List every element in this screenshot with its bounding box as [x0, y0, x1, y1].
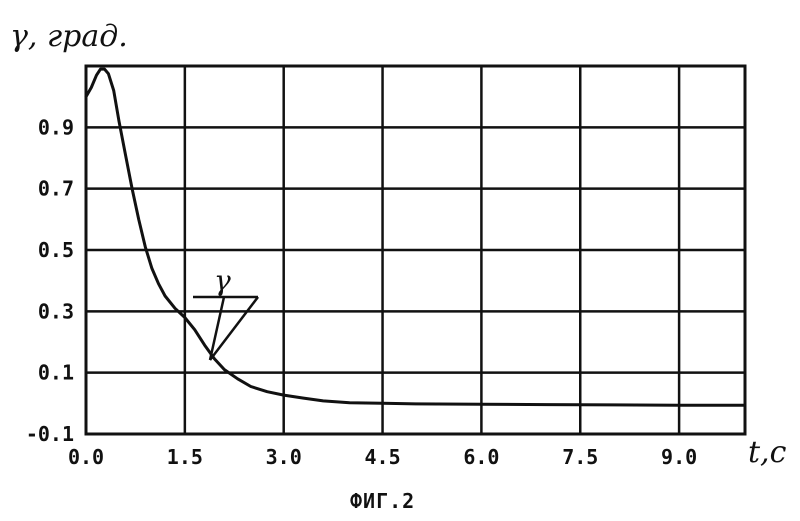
y-tick-label: 0.9	[38, 115, 74, 139]
annotation-series-label: γ	[214, 264, 231, 297]
x-tick-label: 1.5	[167, 445, 203, 469]
y-tick-label: -0.1	[26, 422, 74, 446]
x-tick-label: 6.0	[463, 445, 499, 469]
y-tick-label: 0.1	[38, 361, 74, 385]
grid-lines	[86, 66, 745, 434]
y-tick-label: 0.7	[38, 177, 74, 201]
x-tick-label: 4.5	[364, 445, 400, 469]
x-tick-label: 0.0	[68, 445, 104, 469]
y-axis-label: γ, град.	[10, 19, 128, 54]
x-tick-label: 9.0	[661, 445, 697, 469]
figure-caption: ФИГ.2	[350, 489, 415, 513]
x-tick-label: 7.5	[562, 445, 598, 469]
y-tick-label: 0.3	[38, 299, 74, 323]
y-tick-label: 0.5	[38, 238, 74, 262]
x-tick-label: 3.0	[266, 445, 302, 469]
x-axis-label: t,c	[748, 435, 787, 470]
tick-labels: 0.0 1.5 3.0 4.5 6.0 7.5 9.0 0.9 0.7 0.5 0.3 0.1 -0.1	[26, 115, 697, 469]
